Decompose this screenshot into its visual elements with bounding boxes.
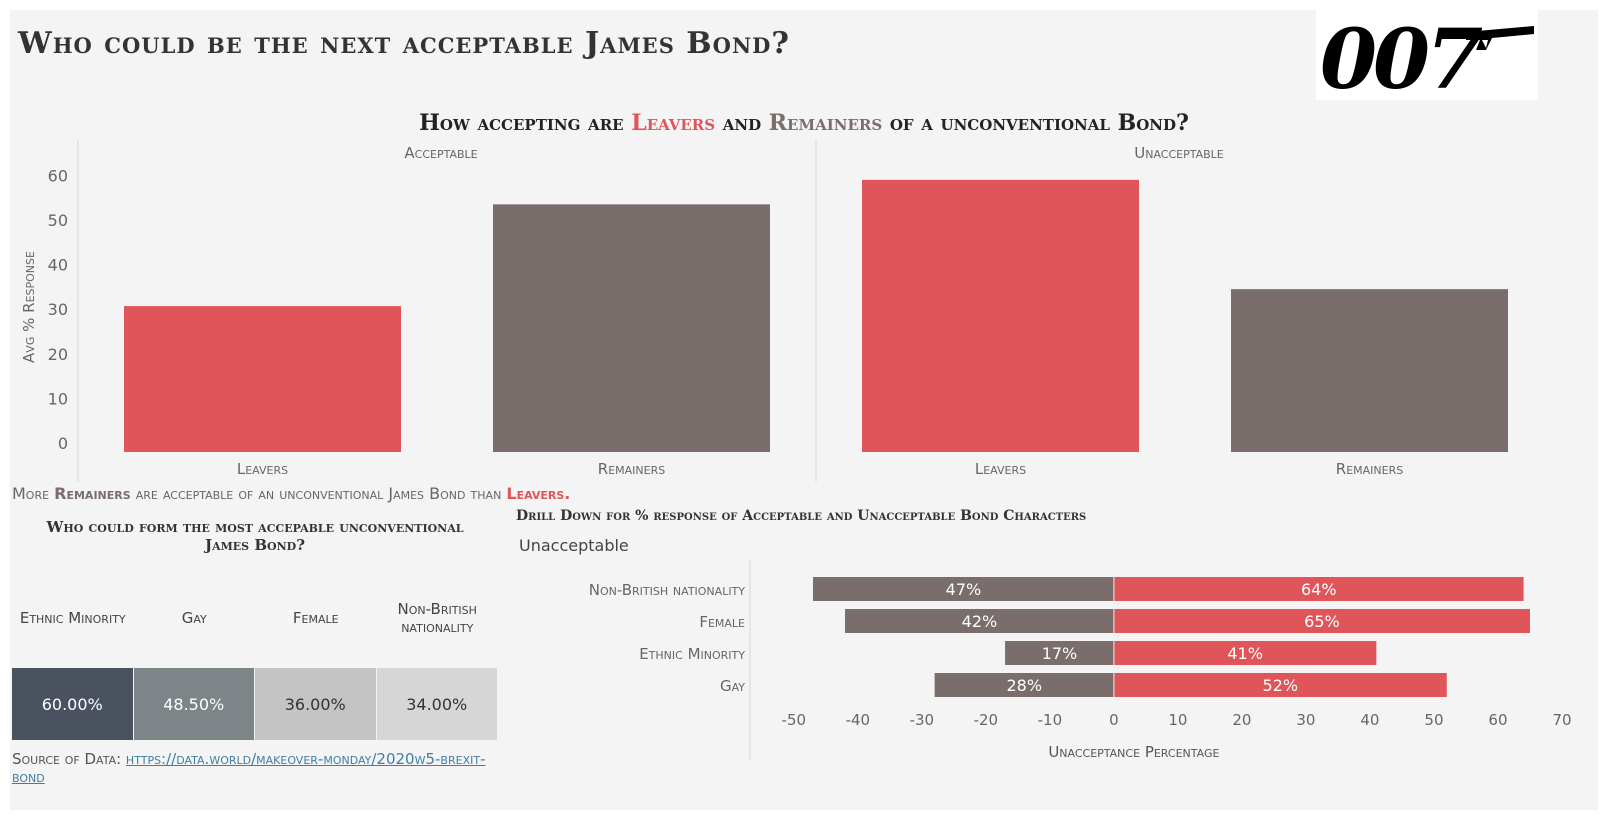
subtitle-remainers: Remainers xyxy=(768,110,883,136)
x-tick-label: 40 xyxy=(1360,711,1379,729)
x-tick-label: 20 xyxy=(1232,711,1251,729)
x-tick-label: 30 xyxy=(1296,711,1315,729)
x-tick-label: -30 xyxy=(910,711,935,729)
subtitle-leavers: Leavers xyxy=(631,110,716,136)
heatmap-header: Gay xyxy=(181,609,207,627)
x-tick-label: 50 xyxy=(1424,711,1443,729)
y-axis-label: Avg % Response xyxy=(20,251,38,363)
hbar xyxy=(1113,609,1530,633)
y-tick-label: 20 xyxy=(48,345,68,364)
x-tick-label: -40 xyxy=(846,711,871,729)
hbar xyxy=(1113,641,1377,665)
drilldown-title: Drill Down for % response of Acceptable … xyxy=(516,508,1087,524)
bar-value-label: 41% xyxy=(1227,644,1263,663)
note-leavers: Leavers. xyxy=(506,484,571,503)
bar-value-label: 17% xyxy=(1042,644,1078,663)
y-tick-label: 40 xyxy=(48,256,68,275)
y-tick-label: 10 xyxy=(48,389,68,408)
x-tick-label: -10 xyxy=(1038,711,1063,729)
hbar xyxy=(1005,641,1114,665)
hbar xyxy=(845,609,1114,633)
category-label: Non-British nationality xyxy=(589,581,746,599)
hbar xyxy=(934,673,1114,697)
heatmap-cell[interactable]: 36.00% xyxy=(255,668,376,740)
note-remainers: Remainers xyxy=(54,484,131,503)
bar xyxy=(124,306,401,452)
bar-value-label: 28% xyxy=(1006,676,1042,695)
subtitle-text-2: and xyxy=(715,110,769,136)
x-tick-label: 10 xyxy=(1168,711,1187,729)
x-tick-label: Remainers xyxy=(598,460,665,478)
x-tick-label: 70 xyxy=(1552,711,1571,729)
logo-007: 007 xyxy=(1316,10,1538,108)
chart-subtitle: How accepting are Leavers and Remainers … xyxy=(10,110,1598,136)
source-link[interactable]: https://data.world/makeover-monday/2020w… xyxy=(12,750,486,786)
y-tick-label: 0 xyxy=(58,434,68,453)
note-text-1: More xyxy=(12,484,55,503)
x-axis-label: Unacceptance Percentage xyxy=(1048,743,1219,760)
drilldown-filter[interactable]: Unacceptable xyxy=(519,536,629,555)
source-label: Source of Data: xyxy=(12,750,126,768)
x-tick-label: Leavers xyxy=(237,460,288,478)
x-tick-label: Leavers xyxy=(975,460,1026,478)
heatmap-cell[interactable]: 34.00% xyxy=(376,668,497,740)
panel-label: Acceptable xyxy=(404,144,477,162)
subtitle-text-1: How accepting are xyxy=(419,110,632,136)
bar-value-label: 42% xyxy=(962,612,998,631)
heatmap-cells: 60.00% 48.50% 36.00% 34.00% xyxy=(12,668,498,740)
y-tick-label: 30 xyxy=(48,300,68,319)
x-tick-label: 60 xyxy=(1488,711,1507,729)
heatmap-cell[interactable]: 60.00% xyxy=(12,668,133,740)
note-text-2: are acceptable of an unconventional Jame… xyxy=(130,484,507,503)
hbar xyxy=(1113,577,1524,601)
insight-note: More Remainers are acceptable of an unco… xyxy=(12,484,570,503)
heatmap-headers: Ethnic Minority Gay Female Non-British n… xyxy=(12,595,498,641)
category-label: Female xyxy=(699,613,745,631)
x-tick-label: -20 xyxy=(974,711,999,729)
acceptance-bar-chart: Avg % Response 0 10 20 30 40 50 60 Acceptable Lea… xyxy=(20,140,1508,482)
x-tick-label: -50 xyxy=(782,711,807,729)
hbar xyxy=(813,577,1114,601)
bar-value-label: 64% xyxy=(1301,580,1337,599)
svg-text:007: 007 xyxy=(1320,12,1483,100)
category-label: Gay xyxy=(720,677,745,695)
bar xyxy=(1231,289,1508,452)
x-tick-label: 0 xyxy=(1109,711,1119,729)
bar xyxy=(862,179,1139,452)
bar-value-label: 52% xyxy=(1263,676,1299,695)
bond-logo-icon: 007 xyxy=(1320,12,1534,108)
y-tick-label: 50 xyxy=(48,211,68,230)
heatmap-header: Non-British nationality xyxy=(397,600,477,636)
source-note: Source of Data: https://data.world/makeo… xyxy=(12,750,502,786)
y-tick-label: 60 xyxy=(48,166,68,185)
bar-value-label: 47% xyxy=(946,580,982,599)
page-title: Who could be the next acceptable James B… xyxy=(18,26,790,61)
heatmap-header: Female xyxy=(292,609,339,627)
category-label: Ethnic Minority xyxy=(639,645,745,663)
panel-label: Unacceptable xyxy=(1134,144,1224,162)
bar-value-label: 65% xyxy=(1304,612,1340,631)
drilldown-bar-chart: Non-British nationality 47% 64% Female 42% 65… xyxy=(589,560,1572,760)
hbar xyxy=(1113,673,1447,697)
x-tick-label: Remainers xyxy=(1336,460,1403,478)
dashboard: Who could be the next acceptable James B… xyxy=(10,10,1598,810)
heatmap-cell[interactable]: 48.50% xyxy=(133,668,254,740)
bar xyxy=(493,204,770,452)
heatmap-title: Who could form the most accepable unconv… xyxy=(46,518,464,554)
heatmap-header: Ethnic Minority xyxy=(19,609,126,627)
subtitle-text-3: of a unconventional Bond? xyxy=(882,110,1189,136)
